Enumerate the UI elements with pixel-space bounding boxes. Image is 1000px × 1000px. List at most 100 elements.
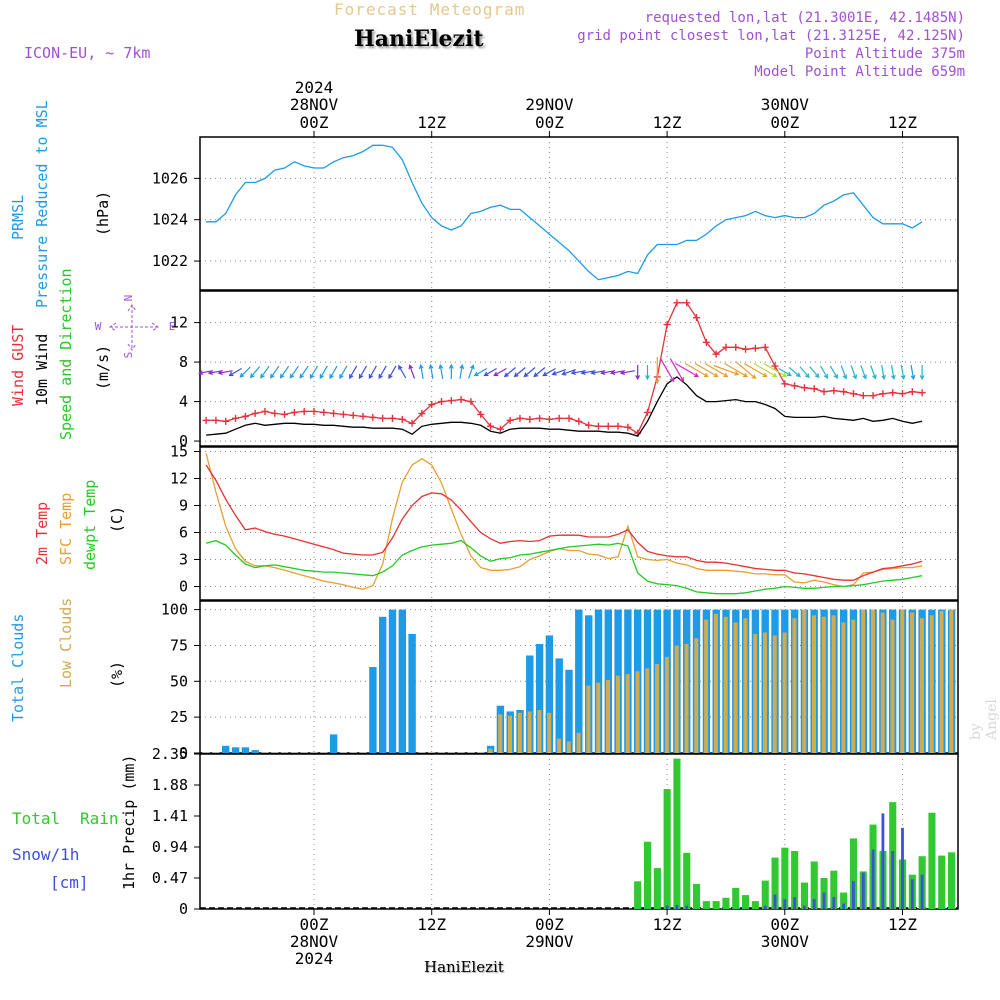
low-cloud-bar	[880, 612, 885, 753]
chart-header-title: Forecast Meteogram	[334, 0, 526, 19]
low-cloud-bar	[547, 712, 552, 753]
rain-bar	[938, 855, 946, 909]
y-tick-label: 2.35	[152, 745, 188, 763]
snow-bar	[822, 892, 826, 909]
snow-bar	[871, 849, 875, 909]
gust-marker	[693, 314, 701, 322]
pressure-labels: PRMSL Pressure Reduced to MSL (hPa)	[9, 100, 112, 308]
wind-arrow	[561, 369, 576, 376]
wind-arrow	[635, 365, 641, 381]
pressure-unit: (hPa)	[94, 191, 112, 236]
temp2m-line	[205, 464, 923, 581]
bottom-hour-label: 12Z	[653, 915, 682, 934]
total-cloud-bar	[241, 747, 250, 753]
gust-marker	[526, 415, 534, 423]
gust-marker	[438, 398, 446, 406]
low-cloud-bar	[586, 685, 591, 753]
total-cloud-bar	[418, 752, 426, 753]
gust-marker	[643, 408, 651, 416]
rain-bar	[751, 901, 759, 909]
dewpt-line	[205, 539, 923, 595]
total-cloud-bar	[310, 752, 318, 753]
wind-arrow	[503, 367, 516, 378]
bottom-date-label: 28NOV	[290, 932, 339, 951]
rain-bar	[634, 881, 642, 909]
gust-marker	[771, 362, 779, 370]
rain-bar	[800, 882, 808, 909]
wind-arrow	[542, 367, 556, 377]
wind-arrow	[483, 367, 497, 377]
rain-bar	[948, 852, 956, 909]
precip-cm-label: [cm]	[50, 873, 89, 892]
y-tick-label: 50	[170, 672, 188, 690]
wind-arrow	[654, 357, 660, 385]
rain-bar	[644, 841, 652, 909]
wind-arrow	[378, 365, 387, 380]
wind-arrows	[197, 357, 925, 385]
low-cloud-bar	[674, 645, 679, 753]
pressure-line	[206, 144, 923, 281]
snow-bar	[763, 905, 767, 909]
y-tick-label: 0	[179, 578, 188, 596]
y-tick-label: 4	[179, 393, 188, 411]
total-cloud-bar	[565, 669, 573, 753]
gust-marker	[683, 299, 691, 307]
total-cloud-bar	[339, 752, 348, 753]
gust-marker	[281, 410, 289, 418]
gust-marker	[516, 414, 524, 422]
total-cloud-bar	[379, 616, 387, 753]
low-cloud-bar	[537, 710, 542, 753]
gust-marker	[320, 408, 328, 416]
total-cloud-bar	[575, 609, 583, 753]
gust-marker	[781, 380, 789, 388]
wind-arrow	[900, 364, 906, 381]
wind-arrow	[919, 365, 925, 381]
temperature-labels: 2m Temp SFC Temp dewpt Temp (C)	[33, 480, 126, 570]
precip-unit: 1hr Precip (mm)	[120, 755, 138, 890]
temperature-series	[205, 453, 923, 595]
low-cloud-bar	[782, 632, 787, 753]
wind-arrow	[467, 364, 475, 379]
low-cloud-bar	[861, 609, 866, 753]
wind-arrow	[493, 367, 507, 377]
wind-arrow	[473, 367, 488, 377]
low-cloud-bar	[517, 712, 522, 753]
rain-bar	[761, 880, 769, 909]
bottom-hour-label: 12Z	[417, 915, 446, 934]
wind-arrow	[523, 367, 536, 378]
total-cloud-bar	[290, 752, 299, 753]
snow-bar	[861, 872, 865, 909]
wind-arrow	[809, 366, 820, 379]
gust-marker	[369, 413, 377, 421]
total-cloud-bar	[329, 734, 338, 753]
gust-marker	[889, 389, 897, 397]
low-cloud-label: Low Clouds	[57, 598, 75, 688]
low-cloud-bar	[831, 615, 836, 753]
gust-marker	[810, 385, 818, 393]
snow-bar	[852, 881, 855, 909]
snow-bar	[881, 813, 885, 909]
gust-marker	[241, 412, 249, 420]
gust-marker	[506, 416, 514, 424]
low-cloud-bar	[812, 615, 816, 753]
snow-bar	[665, 905, 669, 909]
total-cloud-bar	[467, 752, 475, 753]
total-cloud-bar	[202, 752, 210, 753]
wind-arrow	[319, 365, 328, 380]
gust-marker	[702, 338, 710, 346]
compass-e: E	[169, 320, 176, 333]
footer-location: HaniElezit	[424, 958, 504, 976]
low-cloud-bar	[919, 618, 924, 753]
requested-coords: requested lon,lat (21.3001E, 42.1485N)	[644, 10, 965, 26]
temp2m-label: 2m Temp	[33, 502, 51, 565]
wind-arrow	[675, 362, 700, 378]
low-cloud-bar	[596, 682, 601, 753]
gust-marker	[859, 392, 867, 400]
low-cloud-bar	[655, 664, 660, 753]
wind-arrow	[459, 363, 465, 379]
total-cloud-label: Total Clouds	[9, 614, 27, 722]
total-cloud-bar	[388, 609, 397, 753]
y-tick-label: 0	[179, 744, 188, 762]
compass-s: S	[122, 352, 135, 359]
